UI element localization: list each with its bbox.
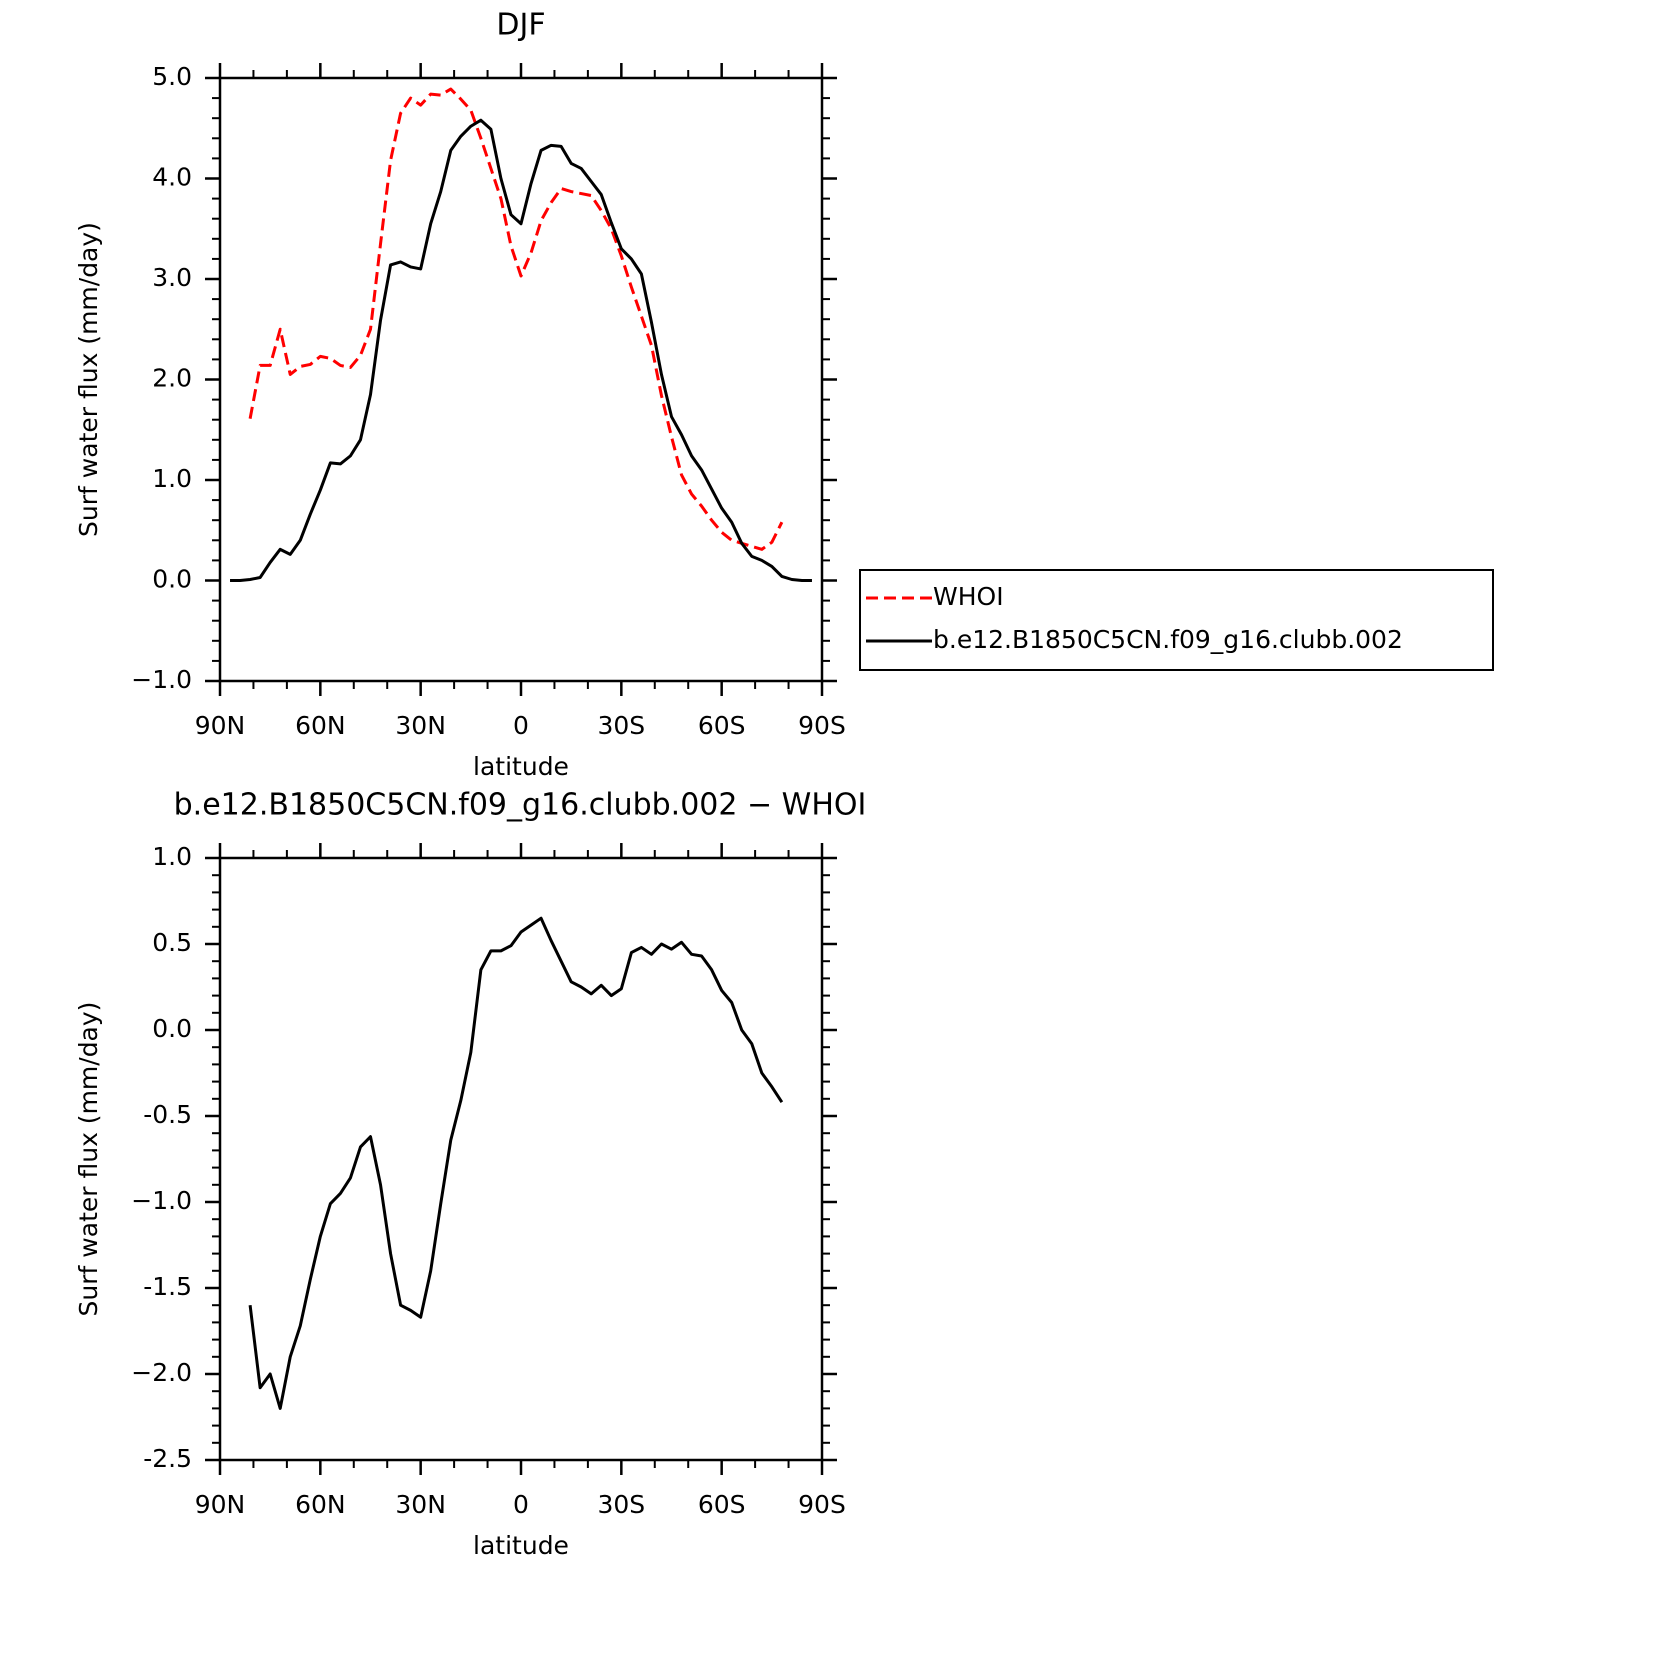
x-tick-label: 60N [295,711,346,740]
plot-frame [218,856,824,1462]
y-axis-label: Surf water flux (mm/day) [74,1002,103,1317]
legend-label: b.e12.B1850C5CN.f09_g16.clubb.002 [933,625,1403,654]
legend-label: WHOI [933,582,1004,611]
x-tick-label: 30N [395,711,446,740]
y-tick-label: 5.0 [152,62,192,91]
y-tick-label: -2.5 [143,1444,192,1473]
y-tick-label: −1.0 [131,1186,192,1215]
x-tick-label: 30N [395,1490,446,1519]
y-tick-label: 0.0 [152,1014,192,1043]
x-tick-label: 0 [513,711,529,740]
chart-title: DJF [496,8,545,43]
y-tick-label: 1.0 [152,842,192,871]
y-tick-label: −1.0 [131,665,192,694]
y-axis-label: Surf water flux (mm/day) [74,222,103,537]
x-tick-label: 30S [597,1490,645,1519]
x-tick-label: 60S [698,1490,746,1519]
plot-frame [218,76,824,683]
x-tick-label: 90S [798,1490,846,1519]
y-tick-label: -1.5 [143,1272,192,1301]
y-tick-label: -0.5 [143,1100,192,1129]
data-line [230,118,812,582]
data-line [248,87,784,551]
y-tick-label: 0.0 [152,565,192,594]
y-tick-label: 1.0 [152,464,192,493]
y-tick-label: 0.5 [152,928,192,957]
y-tick-label: 3.0 [152,263,192,292]
x-axis-label: latitude [473,752,569,781]
x-tick-label: 90N [195,711,246,740]
x-axis-label: latitude [473,1531,569,1560]
legend-box [859,569,1494,671]
x-tick-label: 60S [698,711,746,740]
x-tick-label: 90S [798,711,846,740]
data-line [248,916,784,1410]
x-tick-label: 30S [597,711,645,740]
chart-title: b.e12.B1850C5CN.f09_g16.clubb.002 − WHOI [174,788,867,823]
x-tick-label: 90N [195,1490,246,1519]
y-tick-label: 2.0 [152,364,192,393]
y-tick-label: −2.0 [131,1358,192,1387]
x-tick-label: 60N [295,1490,346,1519]
x-tick-label: 0 [513,1490,529,1519]
y-tick-label: 4.0 [152,163,192,192]
